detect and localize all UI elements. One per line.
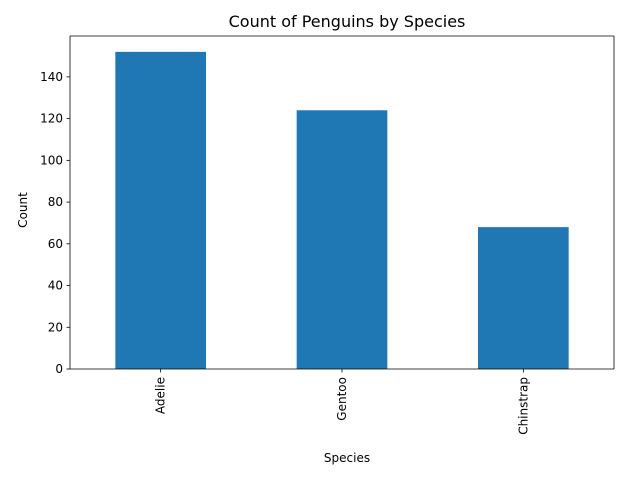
x-axis-ticks: Adelie Gentoo Chinstrap <box>154 369 530 435</box>
y-axis-ticks: 0 20 40 60 80 100 120 140 <box>40 70 70 376</box>
y-tick-label: 100 <box>40 153 63 167</box>
x-tick-label: Adelie <box>154 377 168 414</box>
y-tick-label: 120 <box>40 112 63 126</box>
x-tick-label: Gentoo <box>335 377 349 421</box>
bar-adelie <box>115 51 206 369</box>
y-axis-label: Count <box>16 192 30 228</box>
x-axis-label: Species <box>324 451 370 465</box>
bars-group <box>115 51 569 369</box>
bar-gentoo <box>296 110 388 369</box>
y-tick-label: 40 <box>48 279 63 293</box>
y-tick-label: 0 <box>55 362 63 376</box>
y-tick-label: 80 <box>48 195 63 209</box>
y-tick-label: 60 <box>48 237 63 251</box>
bar-chinstrap <box>478 227 569 369</box>
x-tick-label: Chinstrap <box>516 377 530 435</box>
y-tick-label: 20 <box>48 320 63 334</box>
chart-title: Count of Penguins by Species <box>229 12 466 31</box>
axes-frame <box>69 35 615 370</box>
y-tick-label: 140 <box>40 70 63 84</box>
